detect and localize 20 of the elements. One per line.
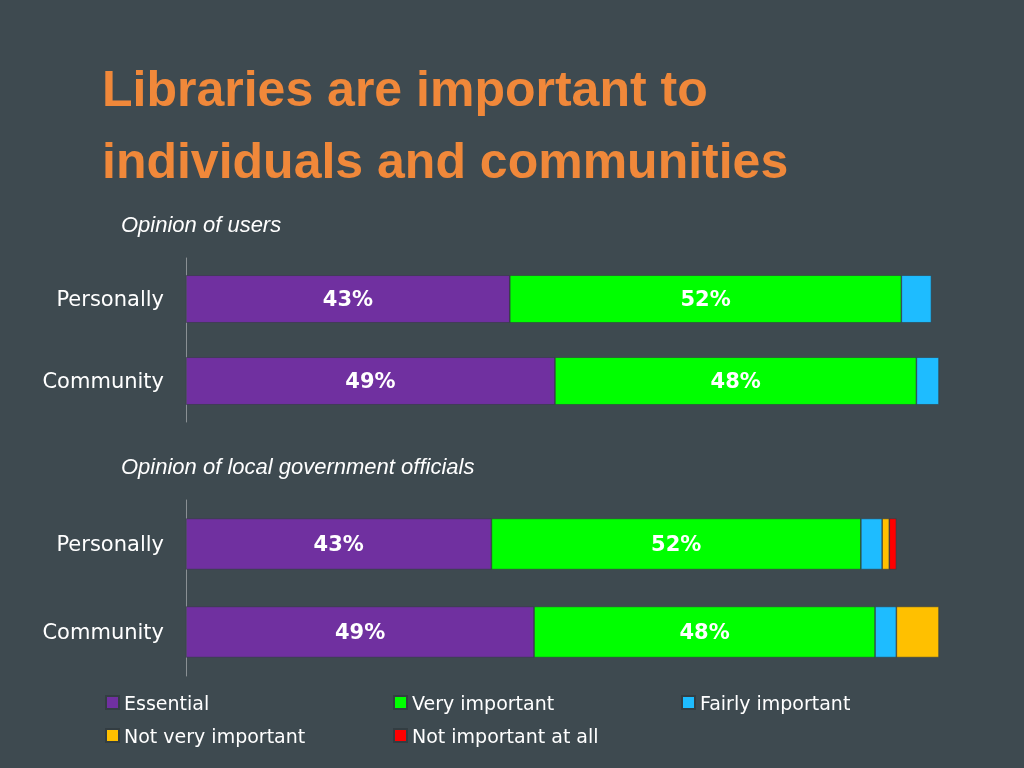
data-label: 49% [345, 369, 396, 393]
data-label: 49% [334, 620, 386, 644]
chart-subtitle: Opinion of users [121, 211, 282, 237]
legend-label: Essential [124, 691, 210, 714]
legend-label: Not important at all [412, 724, 599, 747]
legend-label: Fairly important [700, 691, 851, 714]
data-label: 43% [322, 287, 374, 311]
y-tick-label: Community [42, 620, 164, 644]
legend-label: Very important [412, 691, 555, 714]
chart-subtitle: Opinion of local government officials [121, 453, 475, 479]
data-label: 48% [679, 620, 730, 644]
data-label: 43% [313, 532, 364, 556]
legend-label: Not very important [124, 724, 306, 747]
data-label: 48% [710, 369, 761, 393]
data-label: 52% [680, 287, 731, 311]
data-label: 52% [651, 532, 702, 556]
chart-title: Libraries are important to individuals and communities [102, 61, 789, 189]
y-tick-label: Community [42, 369, 164, 393]
y-tick-label: Personally [56, 287, 164, 311]
y-tick-label: Personally [56, 532, 164, 556]
